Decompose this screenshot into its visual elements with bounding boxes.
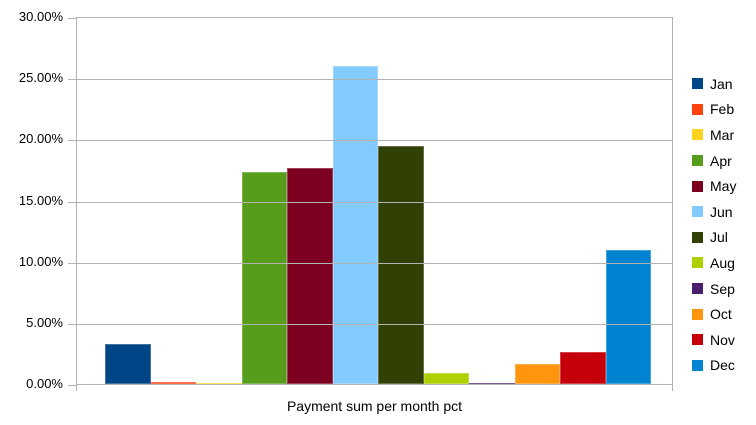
legend-label: Sep: [710, 280, 735, 297]
legend-color-swatch: [692, 180, 703, 192]
bar-apr: [241, 172, 287, 384]
legend-item-apr: Apr: [692, 148, 736, 174]
legend-item-aug: Aug: [692, 250, 736, 276]
legend-label: May: [710, 178, 737, 195]
bar-aug: [423, 373, 469, 384]
bar-jun: [332, 65, 378, 384]
y-axis-tick-label: 10.00%: [18, 254, 63, 269]
legend-color-swatch: [692, 231, 703, 243]
gridline: [77, 140, 672, 141]
y-axis-tick-label: 5.00%: [26, 315, 63, 330]
y-axis-tick: [68, 263, 76, 264]
legend-label: Jul: [710, 229, 728, 246]
plot-area: [68, 17, 673, 391]
legend-item-feb: Feb: [692, 97, 736, 123]
y-axis-tick-label: 30.00%: [18, 9, 63, 24]
y-axis-tick: [68, 18, 76, 19]
bar-jan: [105, 343, 151, 384]
legend-item-nov: Nov: [692, 327, 736, 353]
legend-color-swatch: [692, 78, 703, 90]
y-axis-tick: [68, 202, 76, 203]
bar-feb: [150, 382, 196, 384]
legend-label: Jan: [710, 75, 733, 92]
legend-item-dec: Dec: [692, 353, 736, 379]
legend-label: Dec: [710, 357, 735, 374]
bar-jul: [378, 146, 424, 384]
legend-item-jul: Jul: [692, 225, 736, 251]
x-axis-title: Payment sum per month pct: [286, 398, 463, 414]
y-axis-tick-label: 15.00%: [18, 193, 63, 208]
legend-item-oct: Oct: [692, 301, 736, 327]
legend-color-swatch: [692, 334, 703, 346]
legend-color-swatch: [692, 103, 703, 115]
gridline: [77, 263, 672, 264]
legend-label: Apr: [710, 152, 732, 169]
y-axis-tick: [68, 79, 76, 80]
x-axis-corner-tick-left: [76, 385, 77, 391]
bar-nov: [560, 352, 606, 384]
x-axis-corner-tick-right: [672, 385, 673, 391]
y-axis-tick: [68, 140, 76, 141]
legend-item-mar: Mar: [692, 122, 736, 148]
y-axis-tick-label: 0.00%: [26, 376, 63, 391]
legend-label: Jun: [710, 203, 733, 220]
gridline: [77, 324, 672, 325]
legend-color-swatch: [692, 206, 703, 218]
legend-color-swatch: [692, 129, 703, 141]
bar-may: [287, 168, 333, 384]
gridline: [77, 79, 672, 80]
bar-mar: [196, 382, 242, 384]
legend-label: Nov: [710, 331, 735, 348]
legend-item-sep: Sep: [692, 276, 736, 302]
legend: Jan Feb Mar Apr May Jun Jul Aug Sep Oct Nov Dec: [692, 71, 736, 378]
y-axis-tick: [68, 385, 76, 386]
legend-label: Oct: [710, 306, 732, 323]
y-axis-tick-label: 25.00%: [18, 70, 63, 85]
legend-item-jun: Jun: [692, 199, 736, 225]
gridline: [77, 202, 672, 203]
y-axis-labels: 30.00% 25.00% 20.00% 15.00% 10.00% 5.00% 0.00%: [0, 9, 63, 391]
y-axis-tick: [68, 324, 76, 325]
legend-color-swatch: [692, 257, 703, 269]
bar-sep: [469, 382, 515, 384]
legend-color-swatch: [692, 308, 703, 320]
y-axis-tick-label: 20.00%: [18, 131, 63, 146]
legend-label: Feb: [710, 101, 735, 118]
legend-color-swatch: [692, 155, 703, 167]
legend-label: Aug: [710, 254, 735, 271]
legend-item-jan: Jan: [692, 71, 736, 97]
legend-label: Mar: [710, 126, 735, 143]
legend-item-may: May: [692, 173, 736, 199]
bar-group: [77, 18, 672, 384]
legend-color-swatch: [692, 359, 703, 371]
bar-dec: [605, 249, 651, 384]
legend-color-swatch: [692, 283, 703, 295]
bar-oct: [514, 364, 560, 384]
